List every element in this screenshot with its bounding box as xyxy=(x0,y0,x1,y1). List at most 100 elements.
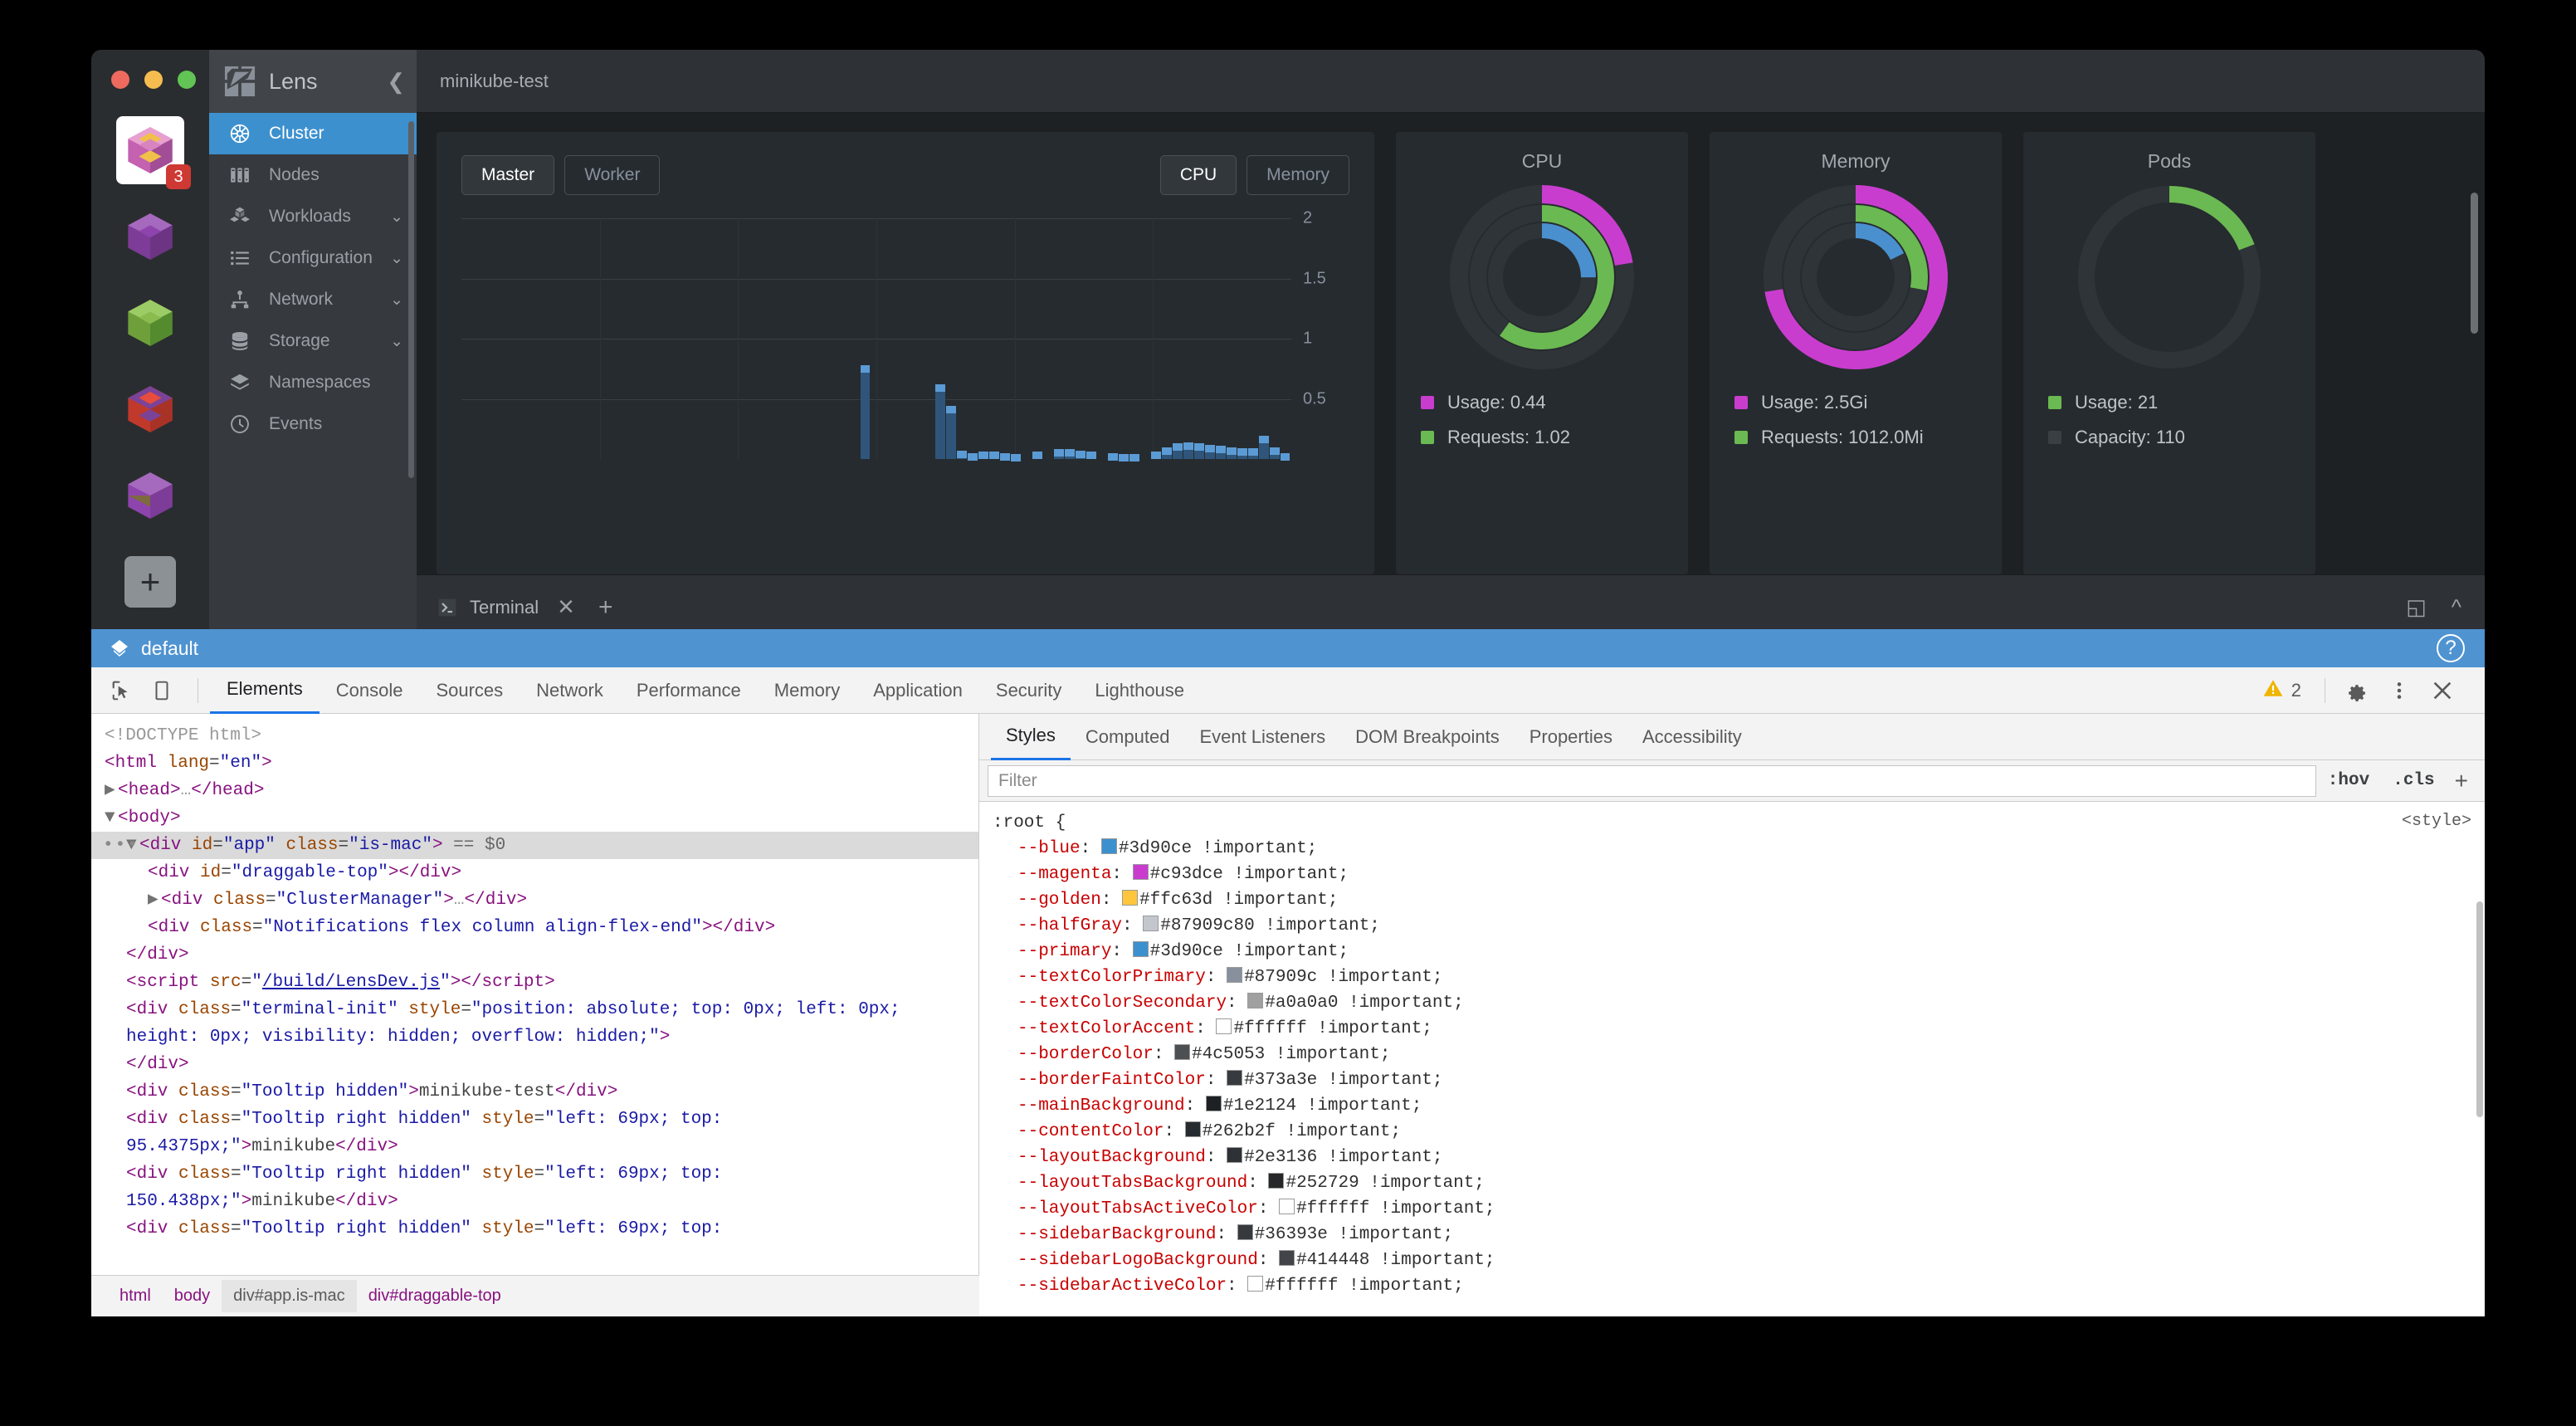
css-property-value[interactable]: #ffffff !important; xyxy=(1265,1277,1464,1296)
color-swatch[interactable] xyxy=(1247,1276,1264,1292)
color-swatch[interactable] xyxy=(1237,1224,1253,1240)
color-swatch[interactable] xyxy=(1122,890,1139,906)
sidebar-item-storage[interactable]: Storage ⌄ xyxy=(209,320,417,362)
css-property-value[interactable]: #4c5053 !important; xyxy=(1192,1045,1391,1064)
tab-application[interactable]: Application xyxy=(873,679,963,701)
css-property-value[interactable]: #3d90ce !important; xyxy=(1118,839,1318,858)
css-declaration[interactable]: --mainBackground: #1e2124 !important; xyxy=(1017,1096,1422,1116)
css-property-value[interactable]: #c93dce !important; xyxy=(1149,865,1349,884)
color-swatch[interactable] xyxy=(1132,941,1149,957)
cluster-icon-3[interactable] xyxy=(116,289,184,357)
css-declaration[interactable]: --textColorPrimary: #87909c !important; xyxy=(1017,967,1443,987)
css-declaration[interactable]: --sidebarBackground: #36393e !important; xyxy=(1017,1224,1454,1244)
css-property-name[interactable]: --halfGray xyxy=(1017,916,1123,935)
sidebar-item-network[interactable]: Network ⌄ xyxy=(209,279,417,320)
css-property-name[interactable]: --layoutTabsBackground xyxy=(1017,1174,1248,1193)
chevron-up-icon[interactable]: ^ xyxy=(2451,594,2461,619)
css-declaration[interactable]: --contentColor: #262b2f !important; xyxy=(1017,1121,1402,1141)
css-property-name[interactable]: --textColorAccent xyxy=(1017,1019,1196,1038)
tab-cpu[interactable]: CPU xyxy=(1159,155,1237,195)
css-property-value[interactable]: #87909c80 !important; xyxy=(1160,916,1380,935)
color-swatch[interactable] xyxy=(1279,1250,1295,1266)
css-declaration[interactable]: --magenta: #c93dce !important; xyxy=(1017,864,1349,884)
sidebar-item-namespaces[interactable]: Namespaces xyxy=(209,362,417,403)
css-property-value[interactable]: #36393e !important; xyxy=(1254,1225,1454,1244)
tab-lighthouse[interactable]: Lighthouse xyxy=(1095,679,1185,701)
css-property-value[interactable]: #252729 !important; xyxy=(1286,1174,1485,1193)
css-property-name[interactable]: --layoutTabsActiveColor xyxy=(1017,1199,1258,1218)
color-swatch[interactable] xyxy=(1174,1044,1191,1060)
css-property-name[interactable]: --sidebarLogoBackground xyxy=(1017,1251,1258,1270)
css-property-name[interactable]: --blue xyxy=(1017,839,1081,858)
css-declaration[interactable]: --sidebarLogoBackground: #414448 !import… xyxy=(1017,1250,1495,1270)
terminal-tab[interactable]: Terminal xyxy=(437,597,539,618)
sidebar-item-nodes[interactable]: Nodes xyxy=(209,154,417,196)
plus-icon[interactable]: + xyxy=(598,593,613,621)
cluster-icon-2[interactable] xyxy=(116,203,184,271)
css-property-value[interactable]: #3d90ce !important; xyxy=(1149,942,1349,961)
css-declaration[interactable]: --textColorAccent: #ffffff !important; xyxy=(1017,1018,1432,1038)
css-property-name[interactable]: --textColorSecondary xyxy=(1017,994,1227,1013)
color-swatch[interactable] xyxy=(1268,1173,1285,1189)
color-swatch[interactable] xyxy=(1132,864,1149,880)
color-swatch[interactable] xyxy=(1227,1147,1243,1163)
help-icon[interactable]: ? xyxy=(2437,634,2465,662)
css-property-name[interactable]: --contentColor xyxy=(1017,1122,1164,1141)
chevron-down-icon[interactable]: ⌄ xyxy=(390,291,403,309)
dom-tree-node[interactable]: <div class="Tooltip right hidden" style=… xyxy=(126,1110,733,1156)
chevron-down-icon[interactable]: ⌄ xyxy=(390,332,403,350)
inspect-cursor-icon[interactable] xyxy=(106,675,138,706)
cluster-icon-minikube-test[interactable]: 3 xyxy=(116,116,191,189)
dom-node-badge[interactable]: ••• xyxy=(103,836,139,855)
color-swatch[interactable] xyxy=(1143,916,1159,931)
css-property-name[interactable]: --borderColor xyxy=(1017,1045,1154,1064)
dashboard-scrollbar[interactable] xyxy=(2471,193,2478,334)
css-property-name[interactable]: --borderFaintColor xyxy=(1017,1071,1206,1090)
css-declaration[interactable]: --borderFaintColor: #373a3e !important; xyxy=(1017,1070,1443,1090)
css-property-name[interactable]: --golden xyxy=(1017,891,1101,910)
css-property-value[interactable]: #1e2124 !important; xyxy=(1222,1096,1422,1116)
close-icon[interactable]: ✕ xyxy=(557,594,575,619)
sidebar-item-workloads[interactable]: Workloads ⌄ xyxy=(209,196,417,237)
tab-styles[interactable]: Styles xyxy=(991,714,1071,760)
sidebar-item-events[interactable]: Events xyxy=(209,403,417,445)
tab-computed[interactable]: Computed xyxy=(1085,725,1170,747)
tab-properties[interactable]: Properties xyxy=(1529,725,1612,747)
color-swatch[interactable] xyxy=(1216,1018,1232,1034)
css-property-value[interactable]: #87909c !important; xyxy=(1244,968,1443,987)
css-property-name[interactable]: --layoutBackground xyxy=(1017,1148,1206,1167)
tab-elements[interactable]: Elements xyxy=(210,667,320,714)
cluster-icon-5[interactable] xyxy=(116,461,184,530)
css-declaration[interactable]: --halfGray: #87909c80 !important; xyxy=(1017,916,1380,935)
css-property-name[interactable]: --primary xyxy=(1017,942,1112,961)
css-property-name[interactable]: --mainBackground xyxy=(1017,1096,1185,1116)
color-swatch[interactable] xyxy=(1227,1070,1243,1086)
dom-tree-node[interactable]: ▼ <body> xyxy=(105,808,181,828)
css-property-value[interactable]: #a0a0a0 !important; xyxy=(1265,994,1464,1013)
color-swatch[interactable] xyxy=(1205,1096,1222,1111)
close-icon[interactable] xyxy=(2427,675,2458,706)
css-property-value[interactable]: #414448 !important; xyxy=(1296,1251,1495,1270)
css-declaration[interactable]: --layoutBackground: #2e3136 !important; xyxy=(1017,1147,1443,1167)
css-declaration[interactable]: --sidebarActiveColor: #ffffff !important… xyxy=(1017,1276,1464,1296)
dom-tree-node[interactable]: <div class="terminal-init" style="positi… xyxy=(126,1000,911,1047)
tab-worker[interactable]: Worker xyxy=(564,155,661,195)
css-property-value[interactable]: #2e3136 !important; xyxy=(1244,1148,1443,1167)
stylesheet-origin-link[interactable]: <style> xyxy=(2401,812,2471,831)
hov-toggle-button[interactable]: :hov xyxy=(2327,771,2370,790)
sidebar-item-configuration[interactable]: Configuration ⌄ xyxy=(209,237,417,279)
add-cluster-button[interactable]: + xyxy=(116,548,184,616)
css-property-name[interactable]: --sidebarBackground xyxy=(1017,1225,1217,1244)
tab-accessibility[interactable]: Accessibility xyxy=(1642,725,1742,747)
css-property-value[interactable]: #ffffff !important; xyxy=(1233,1019,1432,1038)
dom-tree-node[interactable]: ▶ <div class="ClusterManager">…</div> xyxy=(148,891,528,910)
css-property-value[interactable]: #ffffff !important; xyxy=(1296,1199,1495,1218)
dom-tree[interactable]: <!DOCTYPE html> <html lang="en"> ▶ <head>…<… xyxy=(91,714,978,1262)
color-swatch[interactable] xyxy=(1100,838,1117,854)
dom-tree-node[interactable]: <div class="Tooltip hidden">minikube-tes… xyxy=(126,1082,618,1101)
minimize-window-button[interactable] xyxy=(144,71,163,89)
css-declaration[interactable]: --borderColor: #4c5053 !important; xyxy=(1017,1044,1391,1064)
styles-filter-input[interactable] xyxy=(988,764,2316,797)
dom-tree-node[interactable]: </div> xyxy=(126,1055,189,1074)
tab-memory[interactable]: Memory xyxy=(773,679,841,701)
